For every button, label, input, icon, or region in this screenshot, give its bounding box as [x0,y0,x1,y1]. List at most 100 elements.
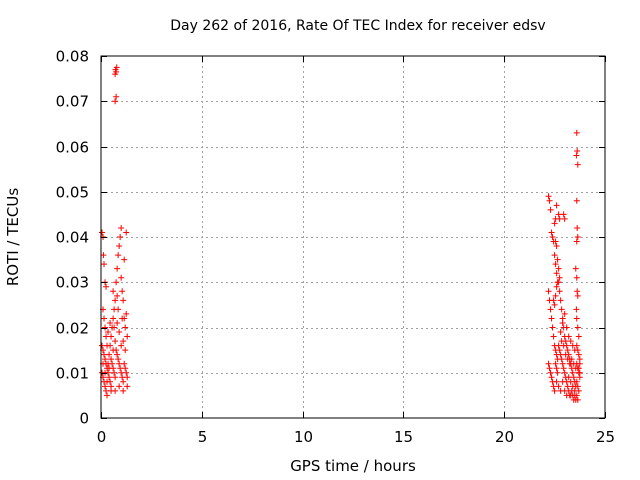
data-point [545,360,552,367]
data-point [115,306,122,313]
data-point [556,347,563,354]
data-point [573,129,580,136]
data-point [558,338,565,345]
data-point [573,306,580,313]
data-point [576,369,583,376]
data-point [553,365,560,372]
data-point [565,374,572,381]
data-point [114,351,121,358]
data-point [102,369,109,376]
data-point [106,365,113,372]
data-point [565,333,572,340]
data-point [121,360,128,367]
data-point [574,161,581,168]
data-point [547,206,554,213]
data-point [553,270,560,277]
data-point [101,261,108,268]
data-point [103,387,110,394]
data-point [567,378,574,385]
data-point [106,374,113,381]
data-point [560,365,567,372]
data-point [556,288,563,295]
data-point [115,252,122,259]
data-point [568,356,575,363]
data-point [104,378,111,385]
data-point [573,238,580,245]
data-point [574,224,581,231]
data-point [113,279,120,286]
data-point [560,211,567,218]
data-point [102,356,109,363]
data-point [561,369,568,376]
data-point [550,383,557,390]
y-tick-label: 0.04 [56,229,89,247]
data-point [113,93,120,100]
data-point [571,347,578,354]
data-point [553,243,560,250]
data-point [549,234,556,240]
data-point [118,274,125,281]
data-point [113,64,120,71]
y-tick-label: 0.05 [56,184,89,202]
y-tick-label: 0.02 [56,320,89,338]
data-point [107,319,114,326]
y-tick-label: 0.07 [56,93,89,111]
data-point [552,360,559,367]
data-point [120,338,127,345]
data-point [111,369,118,376]
data-point [102,383,109,390]
data-point [572,265,579,272]
data-point [118,224,125,231]
x-tick-label: 20 [495,428,514,446]
y-tick-label: 0.08 [56,48,89,66]
data-point [573,378,580,385]
data-point [116,383,123,390]
data-point [559,378,566,385]
data-point [114,292,121,299]
data-point [120,378,127,385]
data-point [567,338,574,345]
x-axis-label: GPS time / hours [290,457,416,475]
data-point [124,333,131,340]
data-point [573,315,580,322]
y-axis-label: ROTI / TECUs [4,188,22,286]
data-point [569,369,576,376]
data-point [561,215,568,222]
data-point [555,383,562,390]
chart-title: Day 262 of 2016, Rate Of TEC Index for r… [170,18,545,34]
data-point [545,288,552,295]
data-point [552,215,559,222]
data-point [551,220,558,227]
data-point [562,351,569,358]
data-point [118,342,125,349]
data-point [570,374,577,381]
data-point [551,301,558,308]
data-point [557,351,564,358]
data-point [117,234,124,240]
data-point [103,333,110,340]
data-point [574,148,581,155]
data-point [547,306,554,313]
axis-ticks: 0 5 10 15 20 25 0 0.01 0.02 0.03 0.04 0.05 0.06 0.07 0… [56,48,615,447]
data-point [123,310,130,317]
data-point [555,279,562,286]
y-tick-label: 0.03 [56,274,89,292]
data-point [106,351,113,358]
data-point [110,315,117,322]
data-point [564,383,571,390]
data-point [112,338,119,345]
data-point [123,229,130,236]
data-point [108,356,115,363]
data-point [572,365,579,372]
data-point [558,306,565,313]
data-point [569,342,576,349]
data-point [122,347,129,354]
data-point [105,329,112,336]
data-point [574,396,581,403]
data-point [101,315,108,322]
data-point [574,383,581,390]
data-point [116,329,123,336]
data-point [573,152,580,159]
data-point [549,324,556,331]
